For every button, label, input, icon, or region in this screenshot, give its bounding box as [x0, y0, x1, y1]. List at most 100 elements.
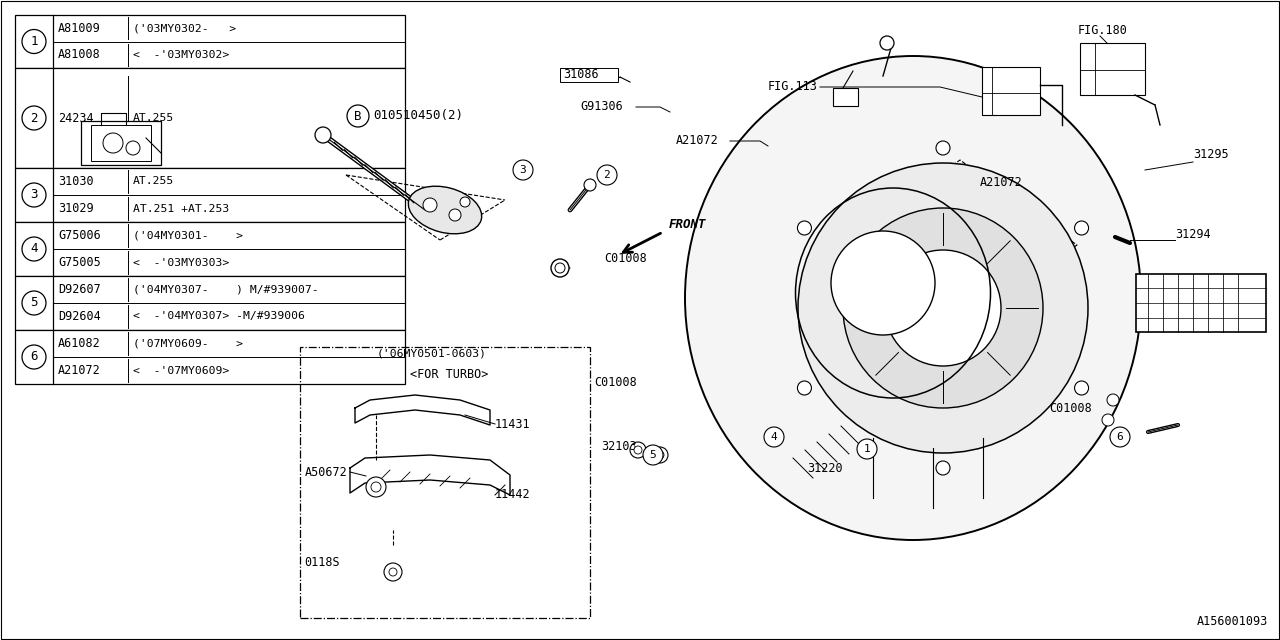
Text: ('06MY0501-0603): ('06MY0501-0603)	[378, 349, 486, 359]
Circle shape	[630, 442, 646, 458]
Text: G75005: G75005	[58, 256, 101, 269]
Circle shape	[22, 183, 46, 207]
Circle shape	[366, 477, 387, 497]
Text: 6: 6	[1116, 432, 1124, 442]
Text: C01008: C01008	[1050, 401, 1092, 415]
Text: <  -'04MY0307> -M/#939006: < -'04MY0307> -M/#939006	[133, 312, 305, 321]
Text: A50672: A50672	[305, 465, 348, 479]
Circle shape	[797, 221, 812, 235]
Text: ('07MY0609-    >: ('07MY0609- >	[133, 339, 243, 349]
Bar	[15, 15, 404, 68]
Bar	[300, 347, 590, 618]
Text: 3: 3	[31, 189, 37, 202]
Text: FIG.180: FIG.180	[1078, 24, 1128, 36]
Text: A21072: A21072	[58, 364, 101, 377]
Text: FRONT: FRONT	[669, 218, 707, 232]
Text: 6: 6	[31, 351, 37, 364]
Text: 31086: 31086	[563, 68, 599, 81]
Text: 3: 3	[520, 165, 526, 175]
Bar	[15, 276, 404, 330]
Bar	[81, 121, 161, 165]
Text: 5: 5	[31, 296, 37, 310]
Text: A81008: A81008	[58, 48, 101, 61]
Circle shape	[764, 427, 783, 447]
Bar	[15, 68, 404, 168]
Bar	[15, 168, 404, 222]
Circle shape	[844, 208, 1043, 408]
Bar	[982, 67, 1039, 115]
Bar	[561, 68, 618, 82]
Bar	[1137, 274, 1266, 332]
Text: 31029: 31029	[58, 202, 93, 215]
Circle shape	[657, 451, 664, 459]
Bar	[91, 125, 151, 161]
Circle shape	[797, 163, 1088, 453]
Text: 32103: 32103	[602, 440, 636, 452]
Circle shape	[652, 447, 668, 463]
Text: 5: 5	[650, 450, 657, 460]
Text: 31220: 31220	[806, 461, 842, 474]
Text: ('03MY0302-   >: ('03MY0302- >	[133, 23, 236, 33]
Text: A81009: A81009	[58, 22, 101, 35]
Text: B: B	[355, 109, 362, 122]
Text: C01008: C01008	[604, 253, 646, 266]
Circle shape	[596, 165, 617, 185]
Circle shape	[384, 563, 402, 581]
Circle shape	[584, 179, 596, 191]
Text: 4: 4	[31, 243, 37, 255]
Circle shape	[102, 133, 123, 153]
Circle shape	[858, 439, 877, 459]
Bar	[15, 222, 404, 276]
Text: 010510450(2): 010510450(2)	[372, 109, 463, 122]
Circle shape	[422, 198, 436, 212]
Circle shape	[22, 29, 46, 54]
Text: AT.255: AT.255	[133, 113, 174, 123]
Circle shape	[22, 291, 46, 315]
Text: 1: 1	[864, 444, 870, 454]
Circle shape	[371, 482, 381, 492]
Text: G91306: G91306	[580, 100, 623, 113]
Text: AT.255: AT.255	[133, 177, 174, 186]
Text: 11431: 11431	[495, 417, 531, 431]
Text: A21072: A21072	[980, 177, 1023, 189]
Text: <  -'07MY0609>: < -'07MY0609>	[133, 365, 229, 376]
Circle shape	[125, 141, 140, 155]
Circle shape	[936, 141, 950, 155]
Text: 11442: 11442	[495, 488, 531, 502]
Text: G75006: G75006	[58, 229, 101, 242]
Circle shape	[936, 461, 950, 475]
Text: 2: 2	[31, 111, 37, 125]
Circle shape	[389, 568, 397, 576]
Circle shape	[634, 446, 643, 454]
Bar	[15, 330, 404, 384]
Circle shape	[22, 345, 46, 369]
Ellipse shape	[685, 56, 1140, 540]
Circle shape	[884, 250, 1001, 366]
Circle shape	[1075, 221, 1088, 235]
Circle shape	[513, 160, 532, 180]
Ellipse shape	[408, 186, 481, 234]
Circle shape	[22, 106, 46, 130]
Text: ('04MY0307-    ) M/#939007-: ('04MY0307- ) M/#939007-	[133, 285, 319, 294]
Text: 31295: 31295	[1193, 148, 1229, 161]
Circle shape	[797, 381, 812, 395]
Text: ('04MY0301-    >: ('04MY0301- >	[133, 230, 243, 241]
Text: 4: 4	[771, 432, 777, 442]
Circle shape	[22, 237, 46, 261]
Text: A61082: A61082	[58, 337, 101, 350]
Text: <  -'03MY0303>: < -'03MY0303>	[133, 257, 229, 268]
Text: <  -'03MY0302>: < -'03MY0302>	[133, 50, 229, 60]
Circle shape	[1075, 381, 1088, 395]
Text: 31030: 31030	[58, 175, 93, 188]
Circle shape	[556, 263, 564, 273]
Circle shape	[347, 105, 369, 127]
Circle shape	[460, 197, 470, 207]
Text: A21072: A21072	[676, 134, 719, 147]
Text: FIG.113: FIG.113	[768, 81, 818, 93]
Text: D92604: D92604	[58, 310, 101, 323]
Text: 2: 2	[604, 170, 611, 180]
Circle shape	[831, 231, 934, 335]
Bar	[833, 88, 858, 106]
Text: A156001093: A156001093	[1197, 615, 1268, 628]
Circle shape	[1110, 427, 1130, 447]
